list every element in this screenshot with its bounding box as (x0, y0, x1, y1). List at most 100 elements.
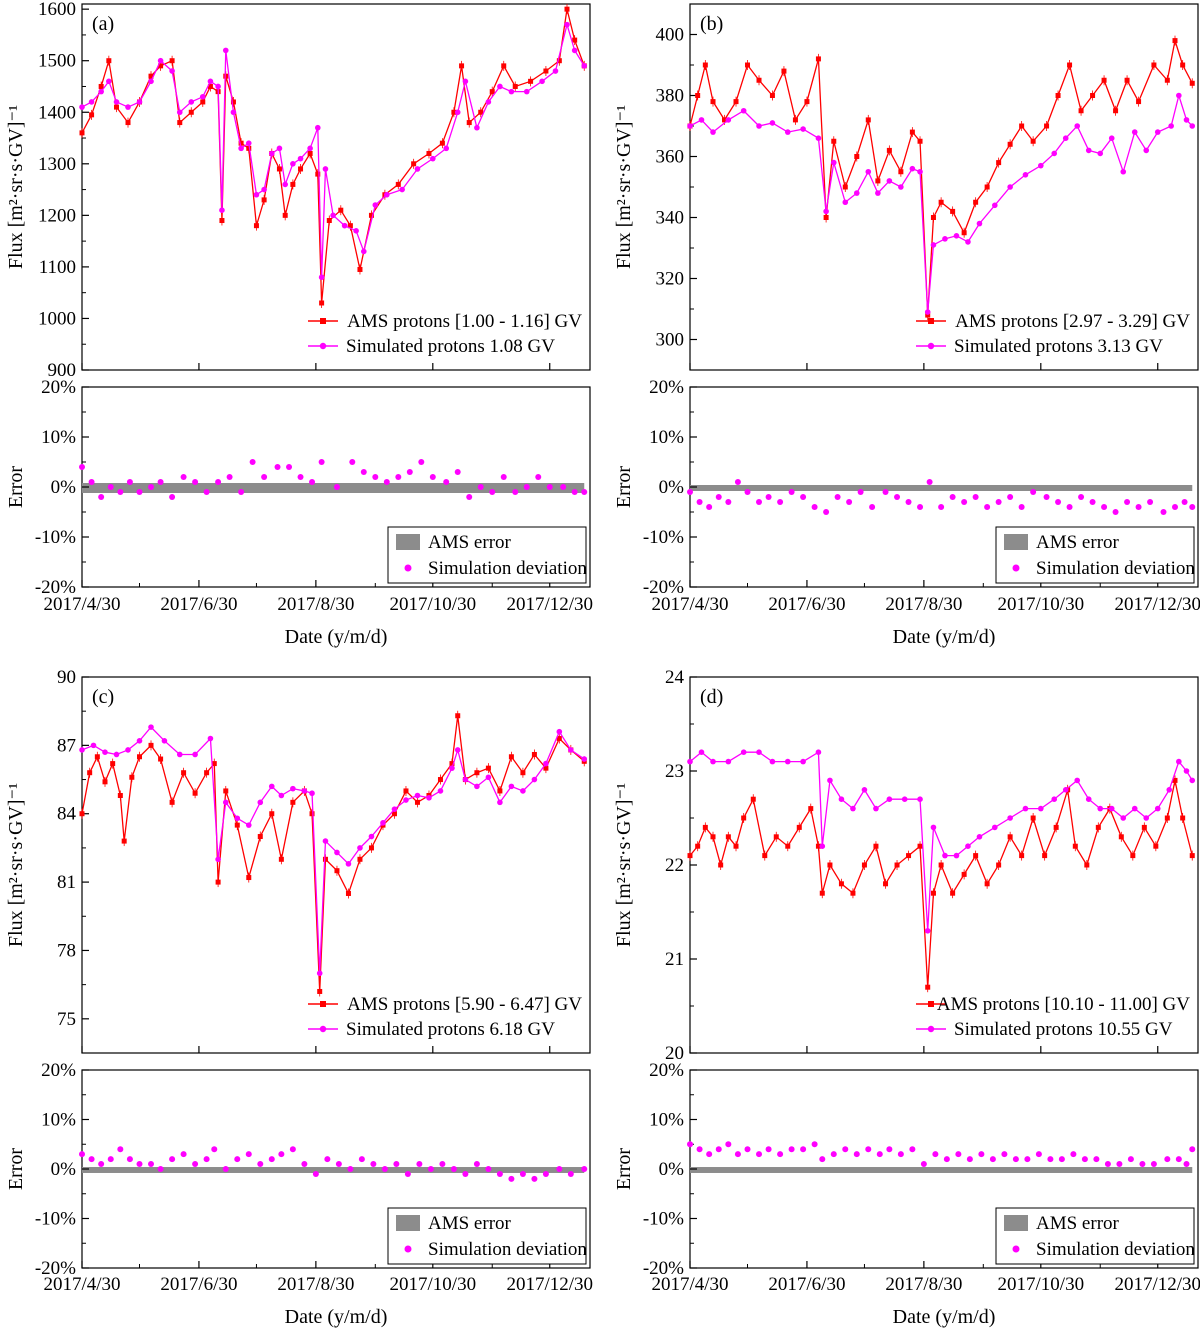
sim-deviation-point (1150, 1161, 1157, 1168)
sim-deviation-point (788, 1146, 795, 1153)
sim-flux-point (909, 165, 916, 172)
sim-deviation-point (462, 1170, 469, 1177)
error-ytick-label: 10% (41, 427, 76, 448)
flux-ytick-label: 87 (57, 735, 76, 756)
flux-ytick-label: 78 (57, 940, 76, 961)
sim-flux-point (508, 783, 515, 790)
sim-flux-point (261, 186, 267, 193)
sim-flux-point (1143, 815, 1150, 821)
ams-flux-line (689, 40, 1193, 316)
ams-flux-point (307, 150, 313, 156)
sim-deviation-point (777, 499, 784, 505)
sim-deviation-point (274, 464, 281, 470)
ams-flux-point (200, 99, 206, 105)
sim-flux-point (282, 181, 289, 188)
sim-flux-point (215, 83, 221, 90)
sim-flux-point (769, 120, 776, 126)
ams-flux-point (449, 761, 455, 767)
sim-flux-point (725, 758, 732, 765)
sim-flux-point (1097, 805, 1104, 812)
sim-flux-point (564, 21, 570, 28)
ams-flux-point (531, 751, 537, 757)
ams-flux-point (909, 129, 915, 135)
ams-flux-point (564, 6, 570, 12)
ams-flux-point (347, 223, 353, 229)
sim-deviation-point (706, 1151, 713, 1158)
sim-flux-point (784, 129, 791, 135)
sim-flux-point (1062, 135, 1069, 141)
ams-flux-point (1007, 834, 1013, 840)
ams-flux-point (973, 853, 979, 859)
flux-ylabel: Flux [m²·sr·s·GV]⁻¹ (5, 105, 27, 269)
sim-deviation-point (819, 1156, 826, 1163)
sim-flux-point (268, 783, 275, 790)
sim-deviation-point (148, 1161, 155, 1168)
xtick-label: 2017/12/30 (506, 1274, 593, 1295)
ams-flux-point (1141, 824, 1147, 830)
sim-flux-point (307, 145, 313, 152)
sim-flux-point (148, 78, 154, 85)
sim-deviation-point (257, 1161, 264, 1168)
sim-deviation-point (1066, 504, 1073, 510)
ams-flux-point (827, 862, 833, 868)
sim-flux-point (497, 83, 503, 90)
sim-deviation-point (949, 494, 956, 500)
legend-sim-deviation-marker (404, 564, 412, 572)
sim-deviation-point (1047, 1156, 1054, 1163)
ams-flux-point (838, 881, 844, 887)
flux-ytick-label: 1000 (38, 308, 76, 329)
flux-ylabel-word: Flux (5, 227, 27, 269)
ams-flux-point (733, 99, 739, 105)
sim-deviation-point (289, 1146, 296, 1153)
ams-flux-point (710, 834, 716, 840)
sim-deviation-point (406, 469, 413, 475)
flux-ytick-label: 340 (656, 208, 685, 229)
ams-flux-point (276, 166, 282, 172)
xtick-label: 2017/8/30 (885, 594, 962, 615)
sim-deviation-point (427, 1166, 434, 1172)
sim-flux-line (81, 726, 585, 974)
ams-flux-point (439, 140, 445, 146)
sim-flux-point (1183, 768, 1190, 774)
sim-deviation-point (882, 489, 889, 495)
sim-deviation-point (542, 1170, 549, 1177)
ams-flux-point (290, 181, 296, 187)
sim-deviation-point (126, 1156, 133, 1163)
ams-flux-point (842, 184, 848, 190)
ams-flux-point (722, 117, 728, 123)
ams-flux-point (501, 63, 507, 69)
ams-flux-point (1019, 123, 1025, 129)
ams-flux-point (854, 154, 860, 159)
sim-flux-point (710, 758, 716, 765)
sim-deviation-point (1101, 504, 1108, 510)
x-axis-label: Date (y/m/d) (893, 1306, 996, 1328)
ams-flux-point (269, 811, 275, 817)
xtick-label: 2017/6/30 (768, 1274, 845, 1295)
sim-deviation-point (107, 484, 114, 490)
flux-plot-frame (81, 3, 591, 371)
ams-flux-point (391, 811, 397, 817)
sim-deviation-point (834, 494, 841, 500)
sim-deviation-point (567, 1170, 574, 1177)
ams-flux-point (1053, 824, 1059, 830)
ams-flux-point (278, 856, 284, 862)
sim-deviation-point (485, 1166, 492, 1172)
flux-ylabel-unit: [m²·sr·s·GV]⁻¹ (613, 105, 635, 228)
ams-flux-point (1180, 815, 1186, 821)
sim-flux-point (176, 751, 183, 758)
sim-deviation-point (333, 484, 340, 490)
ams-flux-point (459, 63, 465, 69)
sim-flux-point (1168, 123, 1174, 129)
legend-ams-error-swatch (1004, 1215, 1028, 1231)
sim-deviation-point (857, 489, 864, 495)
sim-flux-point (1085, 796, 1092, 802)
sim-deviation-point (556, 1166, 563, 1172)
flux-ytick-label: 1600 (38, 0, 76, 20)
x-axis-label: Date (y/m/d) (285, 626, 388, 648)
sim-flux-point (430, 155, 436, 162)
sim-deviation-point (245, 1151, 252, 1158)
ams-flux-point (1130, 853, 1136, 859)
ams-flux-point (121, 838, 127, 844)
sim-deviation-point (687, 1141, 693, 1148)
sim-flux-point (520, 788, 526, 794)
